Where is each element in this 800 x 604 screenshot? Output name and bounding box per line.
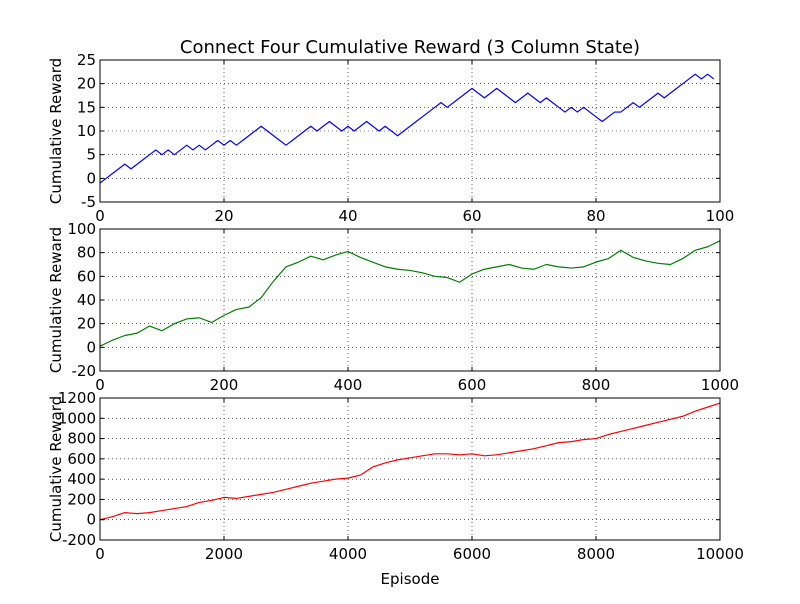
x-tick-label: 2000 — [205, 545, 243, 563]
y-tick-label: 600 — [67, 450, 96, 468]
y-tick-label: 200 — [67, 490, 96, 508]
subplot-3: 0 2000 4000 6000 8000 10000-20002004006008001… — [47, 389, 744, 588]
y-tick-label: 20 — [77, 75, 96, 93]
x-tick-label: 0 — [95, 376, 105, 394]
x-tick-label: 80 — [586, 207, 605, 225]
y-tick-label: 400 — [67, 470, 96, 488]
y-axis-label: Cumulative Reward — [47, 396, 65, 542]
x-tick-label: 400 — [334, 376, 363, 394]
x-tick-label: 6000 — [453, 545, 491, 563]
y-tick-label: 0 — [86, 169, 96, 187]
x-tick-label: 8000 — [577, 545, 615, 563]
y-tick-label: 40 — [77, 291, 96, 309]
y-tick-label: -200 — [62, 531, 96, 549]
x-axis-label: Episode — [381, 570, 440, 588]
plot-frame — [99, 397, 721, 541]
series-line — [99, 73, 715, 184]
y-tick-label: 0 — [86, 338, 96, 356]
y-tick-label: 10 — [77, 122, 96, 140]
x-tick-label: 0 — [95, 545, 105, 563]
y-tick-label: 0 — [86, 511, 96, 529]
y-tick-label: 20 — [77, 315, 96, 333]
x-tick-label: 0 — [95, 207, 105, 225]
series-line — [99, 240, 721, 347]
x-tick-label: 10000 — [696, 545, 744, 563]
y-tick-label: 15 — [77, 98, 96, 116]
y-tick-label: 100 — [67, 220, 96, 238]
y-axis-label: Cumulative Reward — [47, 58, 65, 204]
x-tick-label: 40 — [338, 207, 357, 225]
x-tick-label: 60 — [462, 207, 481, 225]
x-tick-label: 100 — [706, 207, 735, 225]
y-axis-label: Cumulative Reward — [47, 227, 65, 373]
x-tick-label: 1000 — [701, 376, 739, 394]
x-tick-label: 600 — [458, 376, 487, 394]
y-tick-label: -20 — [72, 362, 97, 380]
y-tick-label: 800 — [67, 430, 96, 448]
y-tick-label: 60 — [77, 267, 96, 285]
x-tick-label: 800 — [582, 376, 611, 394]
subplot-2: 0 200 400 600 800 1000-20020406080100Cumulati… — [47, 220, 739, 394]
y-tick-label: 25 — [77, 51, 96, 69]
x-tick-label: 200 — [210, 376, 239, 394]
y-tick-label: -5 — [81, 193, 96, 211]
x-tick-label: 20 — [214, 207, 233, 225]
y-tick-label: 1200 — [58, 389, 96, 407]
chart-title: Connect Four Cumulative Reward (3 Column… — [180, 37, 640, 58]
x-tick-label: 4000 — [329, 545, 367, 563]
y-tick-label: 1000 — [58, 409, 96, 427]
y-tick-label: 80 — [77, 244, 96, 262]
y-tick-label: 5 — [86, 146, 96, 164]
series-line — [99, 402, 721, 521]
